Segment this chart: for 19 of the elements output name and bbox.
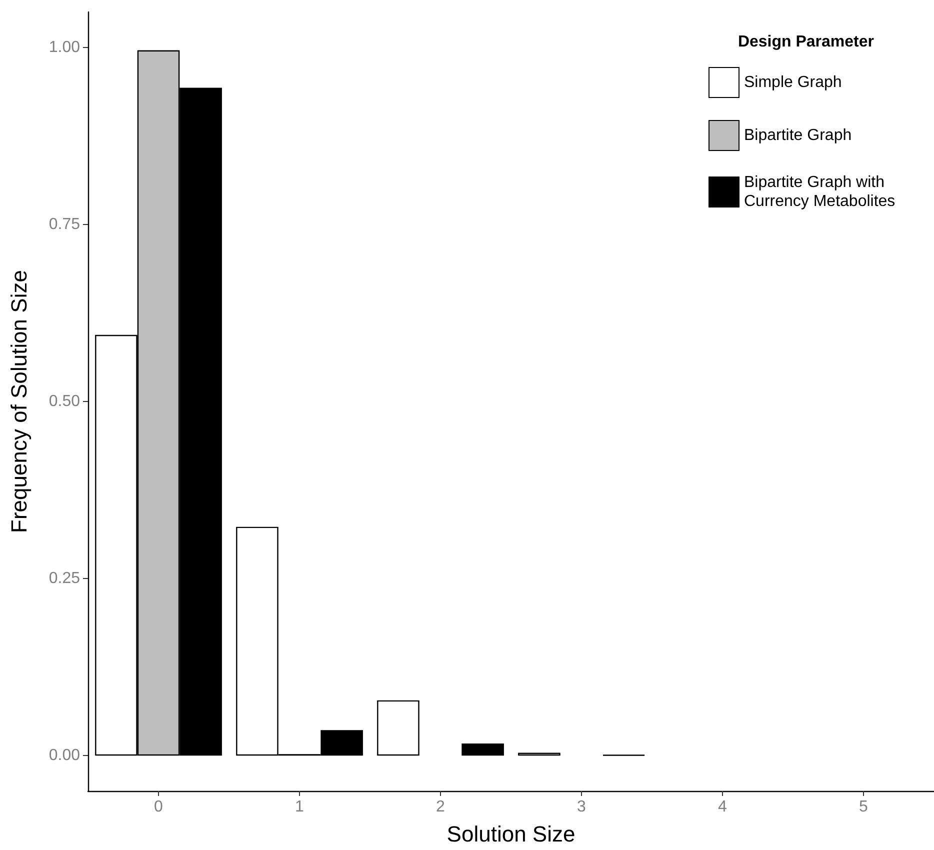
x-tick-label: 1 (295, 798, 304, 816)
y-tick-label: 0.00 (48, 747, 80, 764)
x-tick-label: 5 (859, 798, 868, 816)
y-tick-label: 0.25 (48, 570, 80, 588)
legend-label: Bipartite Graph (744, 127, 852, 144)
bar (377, 700, 420, 756)
legend-label: Simple Graph (744, 74, 842, 91)
x-tick-label: 0 (154, 798, 164, 816)
y-tick-label: 0.75 (48, 216, 80, 233)
legend-title: Design Parameter (738, 34, 874, 50)
y-tick-label: 1.00 (48, 38, 80, 56)
legend-label: Bipartite Graph with Currency Metabolites (744, 174, 896, 210)
x-tick-label: 2 (436, 798, 446, 816)
x-tick-label: 3 (577, 798, 586, 816)
y-tick-label: 0.50 (48, 393, 80, 410)
x-tick-label: 4 (718, 798, 728, 816)
x-axis-title: Solution Size (446, 822, 576, 846)
bar (462, 744, 504, 756)
y-axis-title: Frequency of Solution Size (6, 270, 32, 533)
